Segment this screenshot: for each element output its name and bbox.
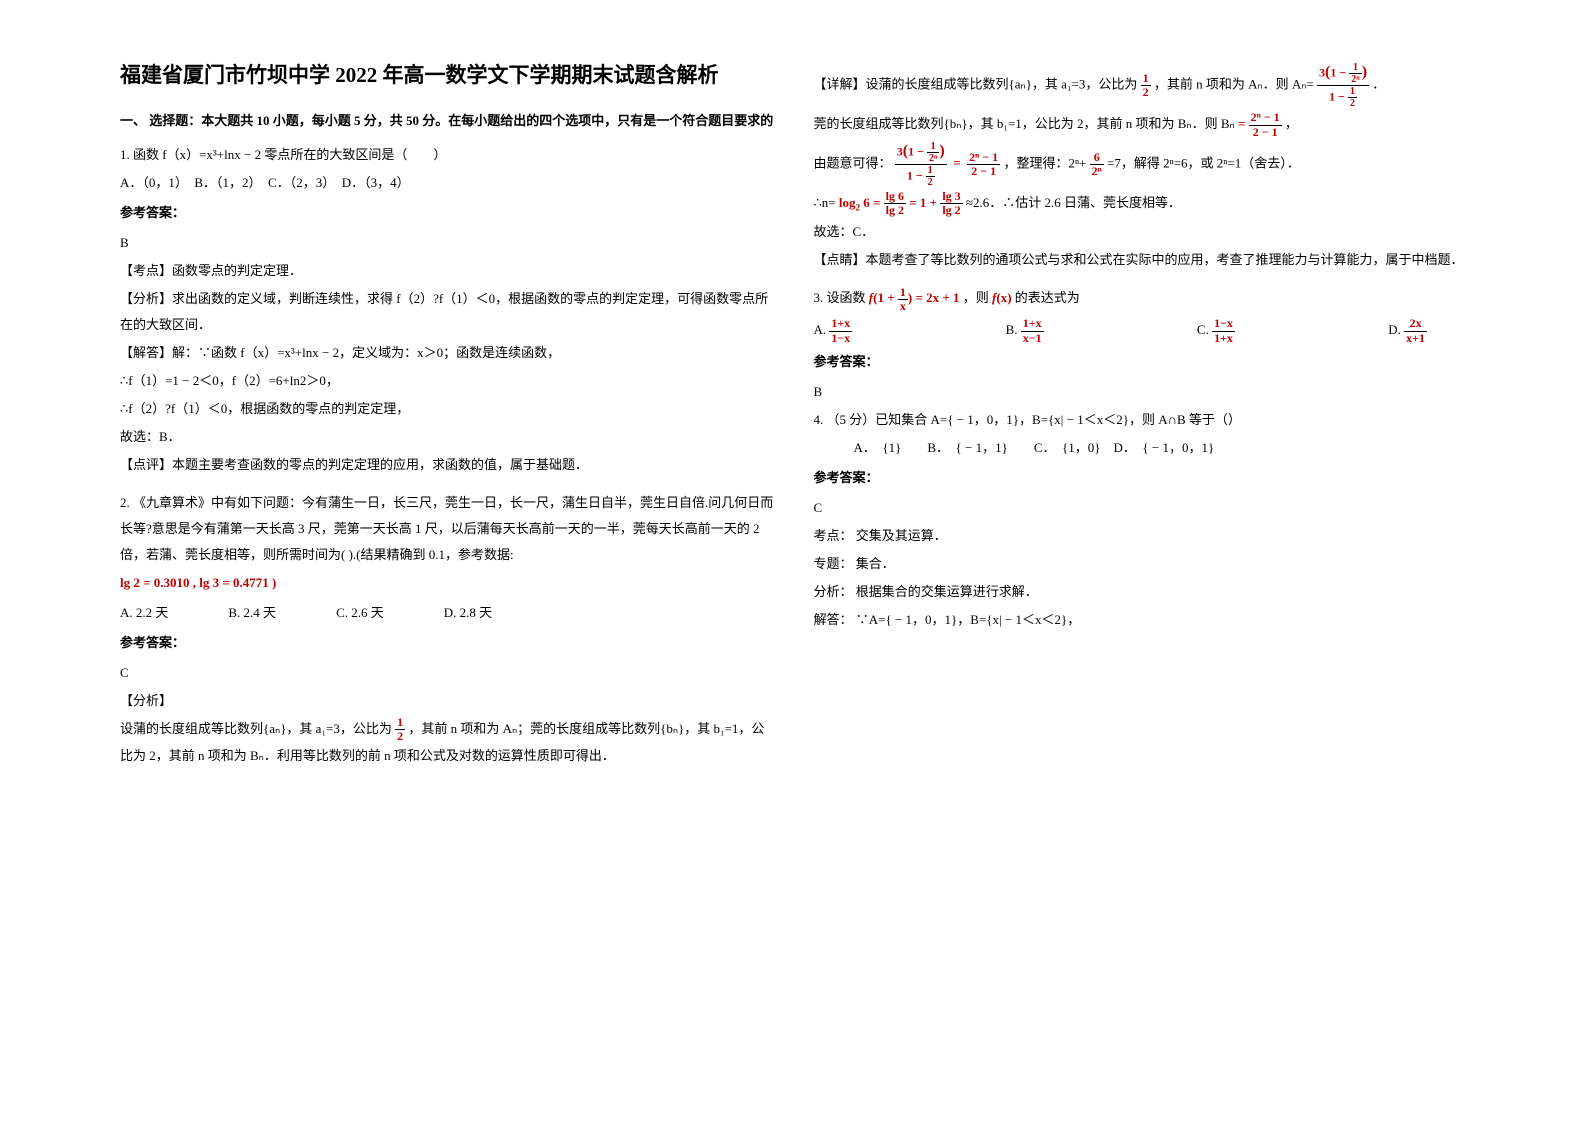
q3-formula-f: f(1 + 1x) = 2x + 1	[869, 290, 960, 305]
q2-xiangjie-2: 莞的长度组成等比数列{bₙ}，其 b₁=1，公比为 2，其前 n 项和为 Bₙ．…	[814, 111, 1468, 139]
answer-label: 参考答案：	[120, 630, 774, 656]
q2-xiangjie-3: 由题意可得： 3(1 − 12ⁿ) 1 − 12 = 2ⁿ − 12 − 1 ，…	[814, 141, 1468, 188]
q1-jieda-2: ∴f（1）=1 − 2＜0，f（2）=6+ln2＞0，	[120, 368, 774, 394]
comma: ，	[1285, 116, 1298, 131]
q2-xj1a: 【详解】设蒲的长度组成等比数列{aₙ}，其 a₁=3，公比为	[814, 76, 1141, 91]
q2-xiangjie-4: ∴n= log2 6 = lg 6lg 2 = 1 + lg 3lg 2 ≈2.…	[814, 190, 1468, 218]
answer-label: 参考答案：	[814, 349, 1468, 375]
half-fraction: 12	[1141, 72, 1151, 99]
q2-answer: C	[120, 660, 774, 686]
q1-stem: 1. 函数 f（x）=x³+lnx − 2 零点所在的大致区间是（ ）	[120, 142, 774, 168]
q3-formula-fx: f(x)	[992, 290, 1012, 305]
q2-opt-a: A. 2.2 天	[120, 600, 168, 626]
q4-fenxi: 分析： 根据集合的交集运算进行求解．	[814, 579, 1468, 605]
q2-fx1a: 设蒲的长度组成等比数列{aₙ}，其 a₁=3，公比为	[120, 721, 395, 736]
q2-xj1b: ，其前 n 项和为 Aₙ．则 Aₙ=	[1154, 76, 1317, 91]
q2-opt-d: D. 2.8 天	[444, 600, 492, 626]
q2-fenxi-head: 【分析】	[120, 688, 774, 714]
q2-xj3a: 由题意可得：	[814, 155, 892, 170]
q2-dianjing: 【点睛】本题考查了等比数列的通项公式与求和公式在实际中的应用，考查了推理能力与计…	[814, 247, 1468, 273]
half-fraction: 12	[395, 716, 405, 743]
q3-opt-a: A. 1+x1−x	[814, 317, 853, 345]
q2-xj3b: ，整理得：2ⁿ+	[1003, 155, 1089, 170]
q2-xiangjie-1: 【详解】设蒲的长度组成等比数列{aₙ}，其 a₁=3，公比为 12 ，其前 n …	[814, 62, 1468, 109]
q2-xj4b: ≈2.6．∴估计 2.6 日蒲、莞长度相等．	[966, 195, 1181, 210]
six-over-2n: 62ⁿ	[1090, 151, 1104, 178]
q4-kaodian: 考点： 交集及其运算．	[814, 523, 1468, 549]
q1-jieda-1: 【解答】解：∵函数 f（x）=x³+lnx − 2，定义域为：x＞0；函数是连续…	[120, 340, 774, 366]
q3-opt-c: C. 1−x1+x	[1197, 317, 1235, 345]
q3-stem: 3. 设函数 f(1 + 1x) = 2x + 1 ，则 f(x) 的表达式为	[814, 285, 1468, 313]
right-column: 【详解】设蒲的长度组成等比数列{aₙ}，其 a₁=3，公比为 12 ，其前 n …	[794, 60, 1488, 1082]
q1-jieda-3: ∴f（2）?f（1）＜0，根据函数的零点的判定定理，	[120, 396, 774, 422]
q3-stem-a: 3. 设函数	[814, 290, 869, 305]
q4-answer: C	[814, 495, 1468, 521]
q1-jieda-4: 故选：B．	[120, 424, 774, 450]
q3-options: A. 1+x1−x B. 1+xx−1 C. 1−x1+x D. 2xx+1	[814, 317, 1468, 345]
eq-formula: 3(1 − 12ⁿ) 1 − 12 = 2ⁿ − 12 − 1	[895, 155, 1004, 170]
q4-options: A． {1} B． { − 1，1} C． {1，0} D． { − 1，0，1…	[814, 435, 1468, 461]
q4-jieda: 解答： ∵A={ − 1，0，1}，B={x| − 1＜x＜2}，	[814, 607, 1468, 633]
q3-stem-c: 的表达式为	[1015, 290, 1080, 305]
q2-opt-c: C. 2.6 天	[336, 600, 384, 626]
answer-label: 参考答案：	[120, 200, 774, 226]
q2-xj4a: ∴n=	[814, 195, 839, 210]
q1-dianping: 【点评】本题主要考查函数的零点的判定定理的应用，求函数的值，属于基础题．	[120, 452, 774, 478]
log-formula: log2 6 = lg 6lg 2 = 1 + lg 3lg 2	[839, 195, 963, 210]
bn-formula: = 2ⁿ − 12 − 1	[1238, 116, 1282, 131]
q2-fenxi-body: 设蒲的长度组成等比数列{aₙ}，其 a₁=3，公比为 12 ，其前 n 项和为 …	[120, 716, 774, 770]
q2-lg-data: lg 2 = 0.3010 , lg 3 = 0.4771 )	[120, 570, 774, 596]
q3-opt-b: B. 1+xx−1	[1006, 317, 1044, 345]
q4-zhuanti: 专题： 集合．	[814, 551, 1468, 577]
q1-options: A．（0，1） B．（1，2） C．（2，3） D．（3，4）	[120, 170, 774, 196]
q2-xiangjie-5: 故选：C．	[814, 219, 1468, 245]
q1-kaodian: 【考点】函数零点的判定定理．	[120, 258, 774, 284]
q3-opt-d: D. 2xx+1	[1388, 317, 1427, 345]
q3-stem-b: ，则	[963, 290, 989, 305]
q2-opt-b: B. 2.4 天	[228, 600, 276, 626]
q2-options: A. 2.2 天 B. 2.4 天 C. 2.6 天 D. 2.8 天	[120, 600, 774, 626]
doc-title: 福建省厦门市竹坝中学 2022 年高一数学文下学期期末试题含解析	[120, 60, 774, 92]
left-column: 福建省厦门市竹坝中学 2022 年高一数学文下学期期末试题含解析 一、 选择题：…	[100, 60, 794, 1082]
page: 福建省厦门市竹坝中学 2022 年高一数学文下学期期末试题含解析 一、 选择题：…	[0, 0, 1587, 1122]
period: ．	[1372, 76, 1385, 91]
q2-xj3c: =7，解得 2ⁿ=6，或 2ⁿ=1（舍去）．	[1107, 155, 1300, 170]
an-formula: 3(1 − 12ⁿ) 1 − 12	[1317, 62, 1369, 109]
q4-stem: 4. （5 分）已知集合 A={ − 1，0，1}，B={x| − 1＜x＜2}…	[814, 407, 1468, 433]
q3-answer: B	[814, 379, 1468, 405]
q1-answer: B	[120, 230, 774, 256]
q1-fenxi: 【分析】求出函数的定义域，判断连续性，求得 f（2）?f（1）＜0，根据函数的零…	[120, 286, 774, 338]
answer-label: 参考答案：	[814, 465, 1468, 491]
section-1-heading: 一、 选择题：本大题共 10 小题，每小题 5 分，共 50 分。在每小题给出的…	[120, 108, 774, 134]
q2-xj2a: 莞的长度组成等比数列{bₙ}，其 b₁=1，公比为 2，其前 n 项和为 Bₙ．…	[814, 116, 1238, 131]
q2-stem: 2. 《九章算术》中有如下问题：今有蒲生一日，长三尺，莞生一日，长一尺，蒲生日自…	[120, 490, 774, 568]
